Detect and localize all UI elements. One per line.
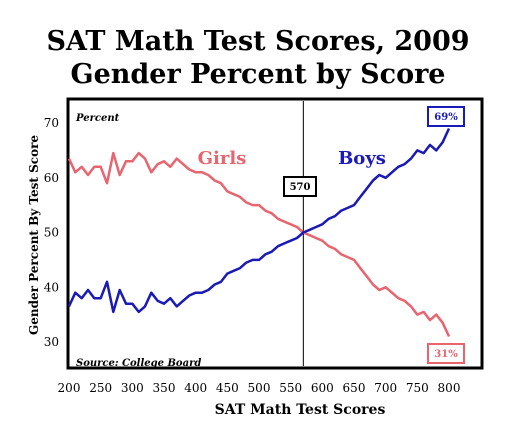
x-tick-label: 500	[248, 381, 271, 395]
chart-subtitle: Gender Percent by Score	[71, 59, 446, 90]
x-tick-label: 800	[438, 381, 461, 395]
y-tick-label: 60	[44, 171, 59, 185]
x-tick-label: 300	[121, 381, 144, 395]
reference-label-box	[283, 176, 317, 197]
y-axis-title: Gender Percent By Test Score	[27, 135, 41, 335]
x-axis-title: SAT Math Test Scores	[215, 402, 386, 418]
series-label-girls: Girls	[198, 148, 247, 169]
series-line-boys	[67, 127, 451, 314]
x-tick-label: 200	[58, 381, 81, 395]
x-tick-label: 600	[311, 381, 334, 395]
end-label-box-girls	[427, 343, 465, 364]
source-note: Source: College Board	[76, 358, 201, 369]
y-tick-label: 40	[44, 280, 59, 294]
series-label-boys: Boys	[338, 148, 386, 169]
y-tick-label: 30	[44, 335, 59, 349]
y-tick-labels: 30 40 50 60 70	[44, 116, 59, 349]
x-tick-label: 650	[343, 381, 366, 395]
x-tick-label: 250	[89, 381, 112, 395]
end-label-girls: 31%	[434, 349, 458, 360]
series-line-girls	[67, 151, 451, 338]
reference-label: 570	[290, 182, 311, 193]
y-unit-note: Percent	[75, 113, 120, 124]
x-tick-label: 550	[279, 381, 302, 395]
end-label-boys: 69%	[434, 112, 458, 123]
y-tick-label: 70	[44, 116, 59, 130]
x-tick-label: 450	[216, 381, 239, 395]
x-tick-label: 750	[406, 381, 429, 395]
x-tick-label: 400	[184, 381, 207, 395]
plot-frame	[66, 97, 484, 370]
chart-title: SAT Math Test Scores, 2009	[46, 26, 469, 57]
x-tick-label: 700	[374, 381, 397, 395]
x-tick-labels: 200 250 300 350 400 450 500 550 600 650 700 750 800	[58, 381, 461, 395]
x-tick-label: 350	[153, 381, 176, 395]
end-label-box-boys	[427, 106, 465, 127]
y-tick-label: 50	[44, 226, 59, 240]
